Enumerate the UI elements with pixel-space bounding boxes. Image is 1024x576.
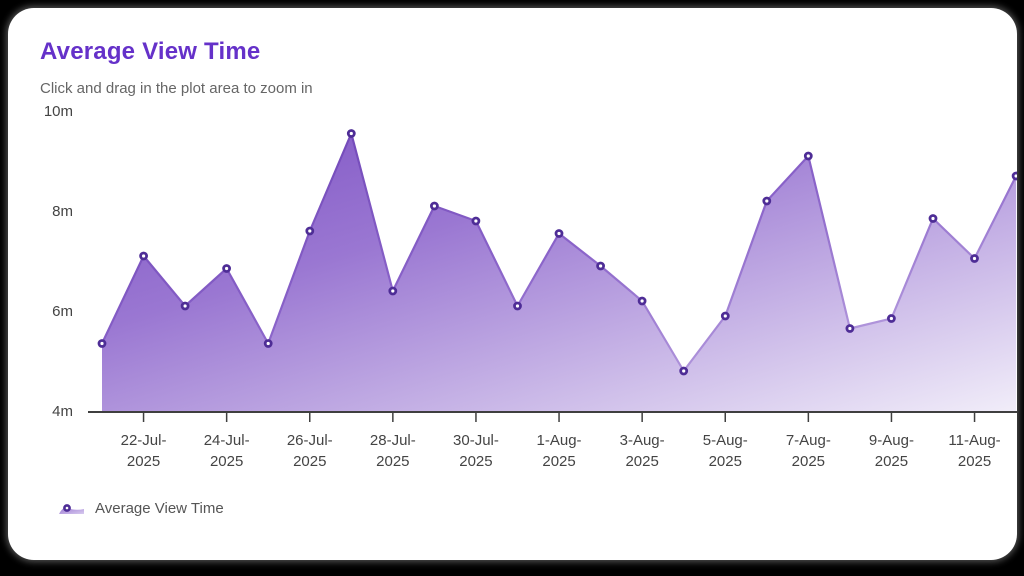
- legend[interactable]: Average View Time: [58, 500, 224, 517]
- chart-card: 10m 8m 6m 4m 22-Jul-2025 24-Jul-2025 26-Jul-20…: [8, 8, 1017, 560]
- data-point-marker[interactable]: [346, 129, 356, 138]
- area-series-icon: [59, 503, 84, 514]
- x-axis-labels: 22-Jul-2025 24-Jul-2025 26-Jul-2025 28-Jul-…: [121, 413, 1001, 470]
- data-point-marker[interactable]: [388, 286, 398, 296]
- x-tick-label: 24-Jul-2025: [204, 432, 250, 470]
- x-tick-label: 26-Jul-2025: [287, 432, 333, 470]
- data-point-marker[interactable]: [720, 311, 730, 321]
- y-tick-label: 10m: [44, 103, 73, 120]
- legend-label: Average View Time: [95, 500, 224, 517]
- data-point-marker[interactable]: [513, 301, 522, 311]
- chart-title: Average View Time: [40, 38, 261, 65]
- x-tick-label: 11-Aug-2025: [948, 432, 1000, 470]
- x-tick-label: 28-Jul-2025: [370, 432, 416, 470]
- data-point-marker[interactable]: [762, 196, 772, 206]
- data-point-marker[interactable]: [305, 226, 315, 236]
- x-tick-label: 5-Aug-2025: [703, 432, 748, 470]
- area-series: [102, 133, 1017, 411]
- data-point-marker[interactable]: [845, 324, 855, 333]
- data-point-marker[interactable]: [928, 214, 938, 223]
- y-axis-labels: 10m 8m 6m 4m: [44, 103, 73, 420]
- x-tick-label: 1-Aug-2025: [537, 432, 582, 470]
- plot-area[interactable]: 10m 8m 6m 4m 22-Jul-2025 24-Jul-2025 26-Jul-20…: [8, 8, 1017, 560]
- data-point-marker[interactable]: [263, 339, 273, 348]
- data-point-markers: [97, 129, 1017, 376]
- x-tick-label: 7-Aug-2025: [786, 432, 831, 470]
- x-tick-label: 30-Jul-2025: [453, 432, 499, 470]
- data-point-marker[interactable]: [1011, 171, 1017, 181]
- data-point-marker[interactable]: [180, 301, 190, 311]
- data-point-marker[interactable]: [679, 366, 689, 376]
- data-point-marker[interactable]: [554, 229, 564, 238]
- data-point-marker[interactable]: [471, 216, 481, 226]
- data-point-marker[interactable]: [429, 201, 439, 211]
- x-tick-label: 9-Aug-2025: [869, 432, 914, 470]
- data-point-marker[interactable]: [139, 251, 149, 261]
- data-point-marker[interactable]: [596, 261, 605, 271]
- data-point-marker[interactable]: [970, 254, 979, 263]
- y-tick-label: 8m: [52, 203, 73, 220]
- data-point-marker[interactable]: [887, 314, 896, 323]
- data-point-marker[interactable]: [222, 264, 232, 273]
- y-tick-label: 6m: [52, 303, 73, 320]
- chart-subtitle: Click and drag in the plot area to zoom …: [40, 80, 313, 97]
- data-point-marker[interactable]: [97, 339, 107, 348]
- x-tick-label: 3-Aug-2025: [620, 432, 665, 470]
- y-tick-label: 4m: [52, 403, 73, 420]
- data-point-marker[interactable]: [637, 296, 647, 306]
- x-tick-label: 22-Jul-2025: [121, 432, 167, 470]
- data-point-marker[interactable]: [803, 151, 813, 161]
